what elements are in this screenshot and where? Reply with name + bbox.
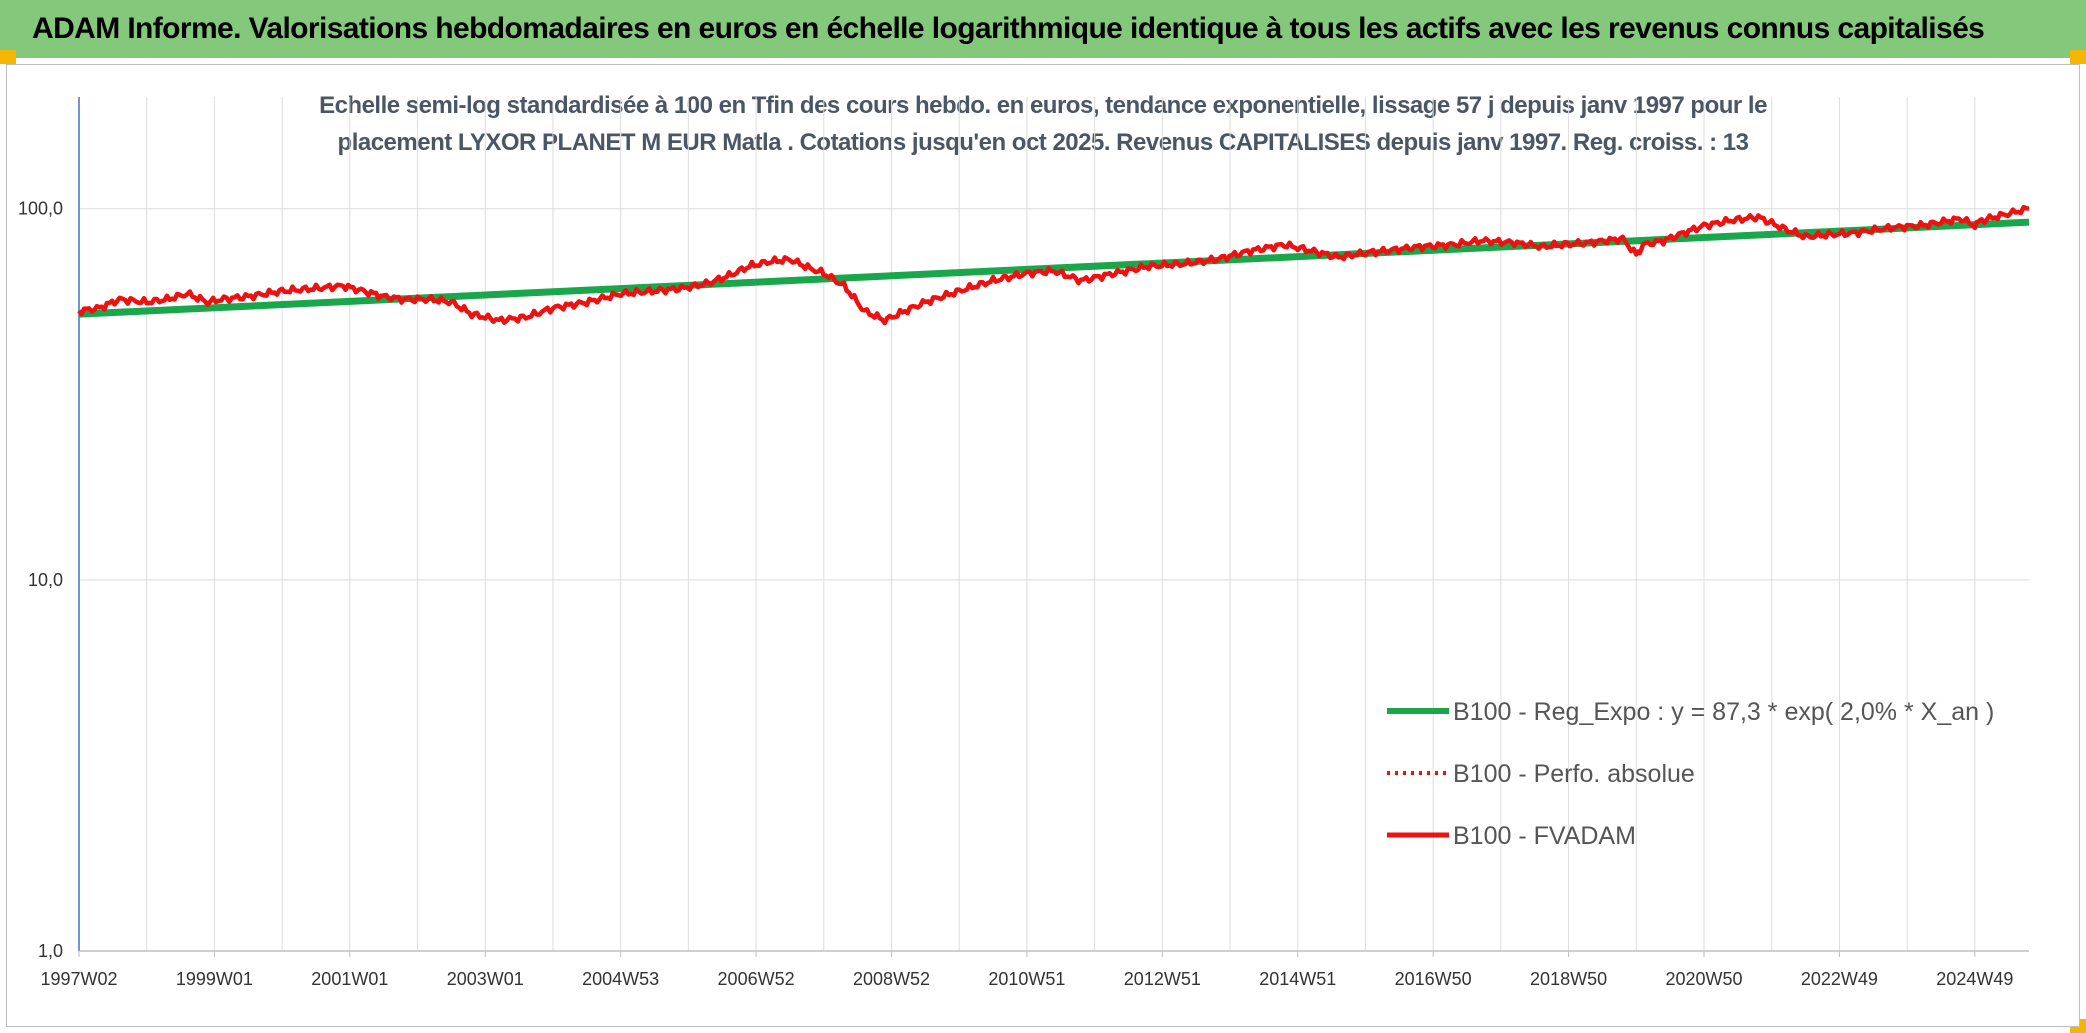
trend-line-reg-expo — [78, 218, 2030, 318]
x-tick-label: 1997W02 — [40, 969, 117, 989]
x-tick-label: 2016W50 — [1395, 969, 1472, 989]
chart-subtitle-line-1: Echelle semi-log standardisée à 100 en T… — [319, 92, 1767, 119]
x-tick-label: 1999W01 — [176, 969, 253, 989]
y-tick-label: 1,0 — [38, 941, 63, 961]
x-tick-label: 2004W53 — [582, 969, 659, 989]
price-line-fvadam — [77, 204, 2030, 326]
x-tick-label: 2022W49 — [1801, 969, 1878, 989]
legend-entry-fvadam-label: B100 - FVADAM — [1453, 822, 1636, 850]
corner-marker-top-left — [0, 50, 16, 64]
corner-marker-top-right — [2070, 50, 2086, 64]
legend-entry-perfo-absolue-label: B100 - Perfo. absolue — [1453, 760, 1695, 788]
x-tick-label: 2001W01 — [311, 969, 388, 989]
x-tick-label: 2008W52 — [853, 969, 930, 989]
x-tick-label: 2014W51 — [1259, 969, 1336, 989]
x-tick-label: 2020W50 — [1665, 969, 1742, 989]
log-price-chart: Echelle semi-log standardisée à 100 en T… — [18, 92, 2030, 989]
report-header: ADAM Informe. Valorisations hebdomadaire… — [0, 0, 2086, 58]
chart-subtitle-line-2: placement LYXOR PLANET M EUR Matla . Cot… — [338, 129, 1749, 156]
x-tick-label: 2012W51 — [1124, 969, 1201, 989]
x-tick-label: 2018W50 — [1530, 969, 1607, 989]
x-tick-label: 2006W52 — [718, 969, 795, 989]
y-tick-label: 10,0 — [28, 570, 63, 590]
y-tick-label: 100,0 — [18, 199, 63, 219]
x-tick-label: 2024W49 — [1936, 969, 2013, 989]
report-title: ADAM Informe. Valorisations hebdomadaire… — [32, 12, 1985, 45]
x-tick-label: 2003W01 — [447, 969, 524, 989]
chart-frame: Echelle semi-log standardisée à 100 en T… — [6, 64, 2080, 1027]
x-tick-label: 2010W51 — [988, 969, 1065, 989]
legend-entry-reg-expo-label: B100 - Reg_Expo : y = 87,3 * exp( 2,0% *… — [1453, 698, 1994, 726]
